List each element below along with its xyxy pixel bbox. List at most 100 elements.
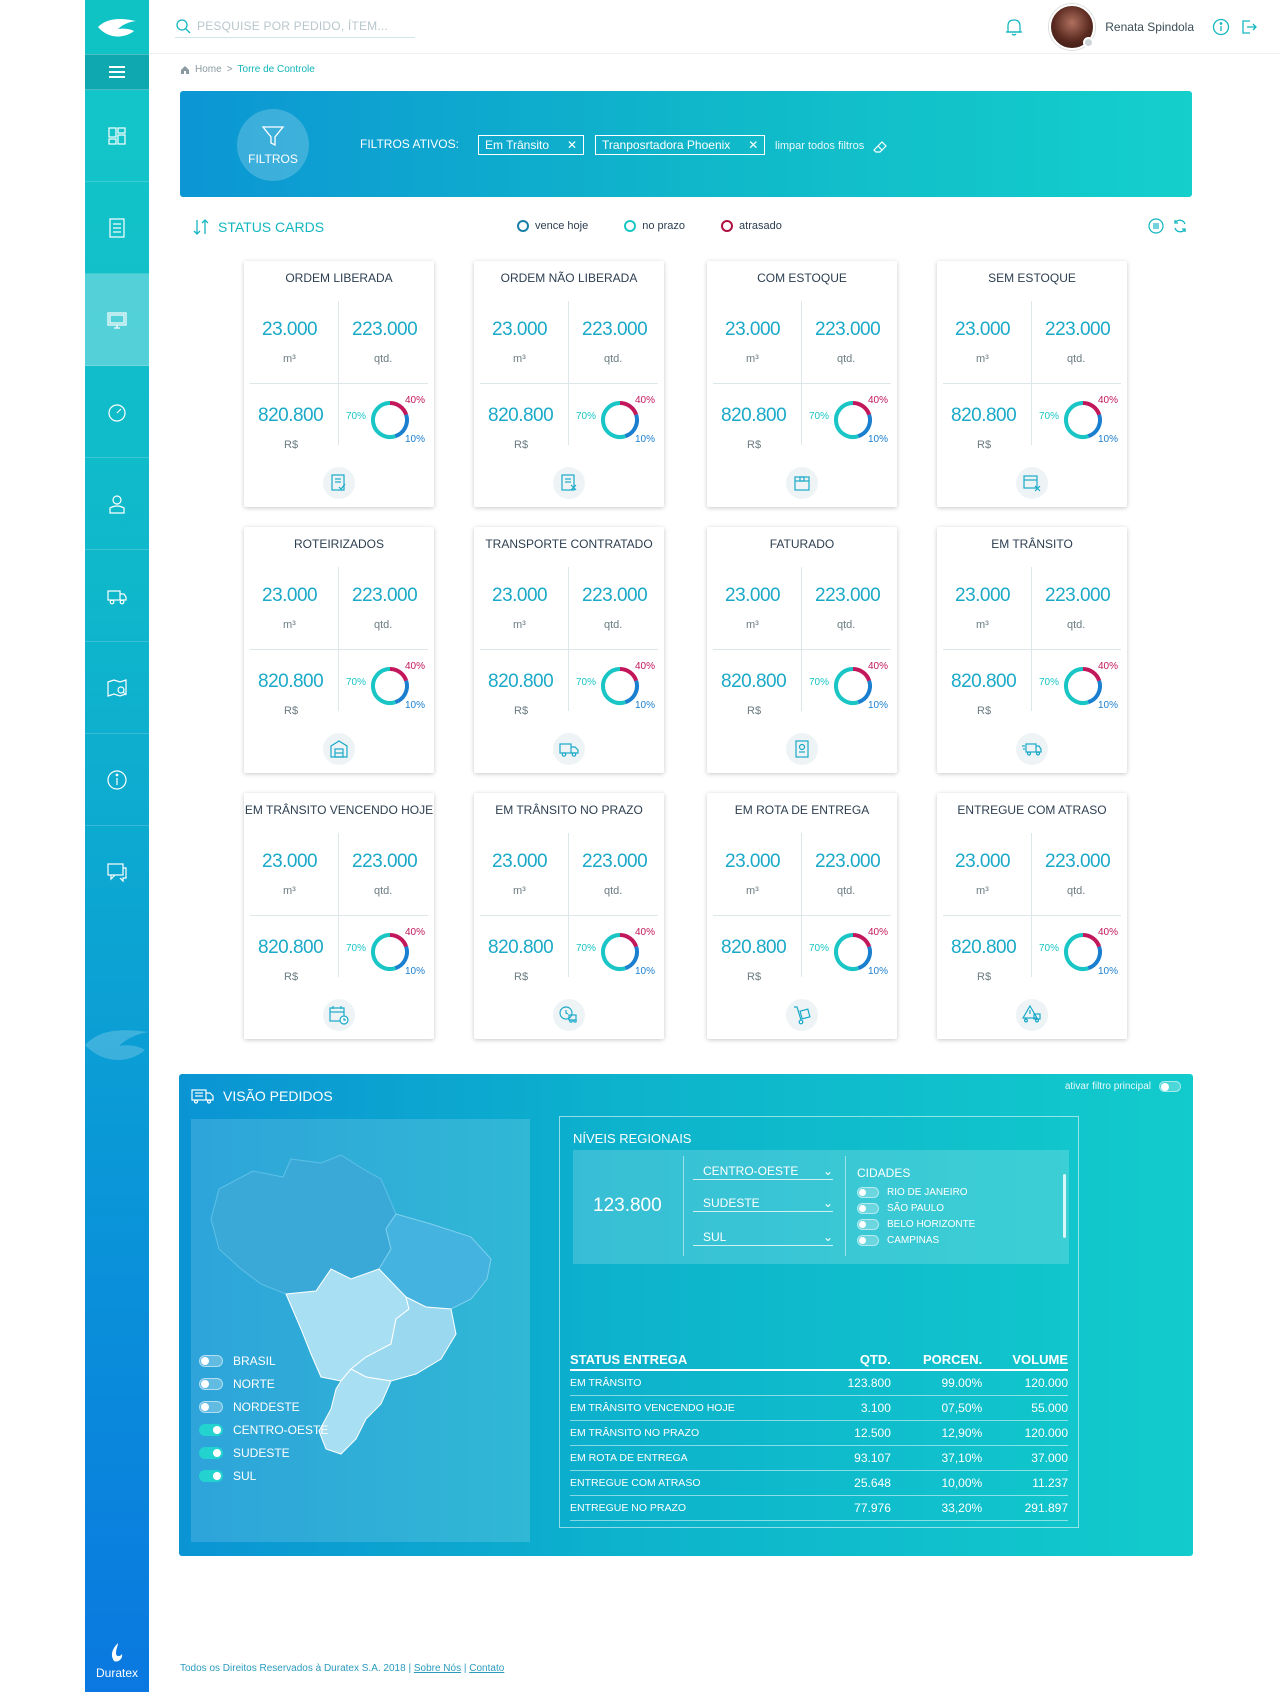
filter-chip[interactable]: Tranposrtadora Phoenix ✕: [595, 135, 766, 155]
city-toggle-row[interactable]: CAMPINAS: [857, 1232, 975, 1248]
toggle-switch[interactable]: [857, 1218, 879, 1230]
sidebar-item-map[interactable]: [85, 642, 149, 734]
table-cell: ENTREGUE COM ATRASO: [570, 1470, 824, 1496]
donut-segment-no-prazo: [1064, 667, 1089, 705]
filter-chip[interactable]: Em Trânsito ✕: [478, 135, 585, 155]
table-row[interactable]: EM TRÂNSITO NO PRAZO 12.500 12,90% 120.000: [570, 1420, 1068, 1446]
card-volume: 23.000: [955, 851, 1011, 872]
region-toggle-row[interactable]: SUL: [199, 1464, 328, 1487]
status-card[interactable]: FATURADO 23.000 m³ 223.000 qtd. 820.800 …: [707, 527, 897, 773]
pct-atrasado: 40%: [1098, 927, 1119, 938]
close-icon[interactable]: ✕: [567, 138, 578, 152]
refresh-icon[interactable]: [1172, 218, 1188, 234]
menu-toggle[interactable]: [85, 54, 149, 90]
table-cell: 123.800: [823, 1370, 891, 1396]
filters-button[interactable]: FILTROS: [237, 109, 309, 181]
table-row[interactable]: ENTREGUE NO PRAZO 77.976 33,20% 291.897: [570, 1495, 1068, 1521]
status-card[interactable]: TRANSPORTE CONTRATADO 23.000 m³ 223.000 …: [474, 527, 664, 773]
sidebar-item-users[interactable]: [85, 458, 149, 550]
city-toggle-row[interactable]: RIO DE JANEIRO: [857, 1184, 975, 1200]
legend-ring: [624, 220, 637, 232]
table-row[interactable]: EM TRÂNSITO VENCENDO HOJE 3.100 07,50% 55.0…: [570, 1395, 1068, 1421]
sidebar-item-control-tower[interactable]: [85, 274, 149, 366]
toggle-switch[interactable]: [199, 1400, 223, 1413]
sidebar-item-info[interactable]: [85, 734, 149, 826]
table-header[interactable]: QTD.: [823, 1352, 891, 1371]
status-card[interactable]: EM TRÂNSITO VENCENDO HOJE 23.000 m³ 223.…: [244, 793, 434, 1039]
status-card[interactable]: ENTREGUE COM ATRASO 23.000 m³ 223.000 qt…: [937, 793, 1127, 1039]
home-icon: [181, 65, 189, 74]
logo[interactable]: [85, 0, 149, 54]
divider: [480, 383, 658, 384]
region-toggle-row[interactable]: SUDESTE: [199, 1441, 328, 1464]
sidebar-item-orders[interactable]: [85, 182, 149, 274]
card-title: COM ESTOQUE: [757, 271, 847, 285]
avatar[interactable]: [1049, 4, 1096, 50]
region-toggle-row[interactable]: BRASIL: [199, 1349, 328, 1372]
status-card[interactable]: ROTEIRIZADOS 23.000 m³ 223.000 qtd. 820.…: [244, 527, 434, 773]
toggle-switch[interactable]: [199, 1423, 223, 1436]
close-icon[interactable]: ✕: [748, 138, 759, 152]
status-card[interactable]: ORDEM LIBERADA 23.000 m³ 223.000 qtd. 82…: [244, 261, 434, 507]
toggle-switch[interactable]: [199, 1469, 223, 1482]
toggle-switch[interactable]: [199, 1377, 223, 1390]
list-icon[interactable]: [1148, 218, 1164, 234]
region-toggle-row[interactable]: NORDESTE: [199, 1395, 328, 1418]
search-input[interactable]: PESQUISE POR PEDIDO, ÍTEM...: [175, 14, 415, 38]
breadcrumb-home[interactable]: Home: [195, 64, 222, 75]
scrollbar[interactable]: [1063, 1174, 1066, 1238]
divider: [568, 833, 569, 977]
city-toggle-row[interactable]: BELO HORIZONTE: [857, 1216, 975, 1232]
status-card[interactable]: SEM ESTOQUE 23.000 m³ 223.000 qtd. 820.8…: [937, 261, 1127, 507]
toggle-switch[interactable]: [199, 1354, 223, 1367]
table-cell: EM TRÂNSITO: [570, 1370, 824, 1396]
table-header[interactable]: VOLUME: [982, 1352, 1068, 1371]
sidebar-item-transport[interactable]: [85, 550, 149, 642]
clear-filters-button[interactable]: limpar todos filtros: [775, 138, 888, 154]
sidebar-item-dashboard[interactable]: [85, 90, 149, 182]
donut-segment-atrasado: [389, 401, 409, 416]
card-quantity: 223.000: [352, 585, 418, 606]
table-header[interactable]: PORCEN.: [890, 1352, 983, 1371]
main-filter-toggle[interactable]: ativar filtro principal: [1065, 1081, 1181, 1092]
toggle-switch[interactable]: [857, 1202, 879, 1214]
toggle-switch[interactable]: [857, 1234, 879, 1246]
status-card[interactable]: COM ESTOQUE 23.000 m³ 223.000 qtd. 820.8…: [707, 261, 897, 507]
region-select-value: SUDESTE: [703, 1195, 760, 1210]
donut-segment-atrasado: [852, 667, 872, 682]
divider: [480, 915, 658, 916]
toggle-switch[interactable]: [199, 1446, 223, 1459]
region-toggle-row[interactable]: CENTRO-OESTE: [199, 1418, 328, 1441]
status-card[interactable]: ORDEM NÃO LIBERADA 23.000 m³ 223.000 qtd…: [474, 261, 664, 507]
toggle-switch[interactable]: [857, 1186, 879, 1198]
region-select[interactable]: SUDESTE ⌄: [693, 1194, 833, 1212]
pct-vence-hoje: 10%: [1098, 966, 1119, 977]
table-row[interactable]: EM TRÂNSITO 123.800 99.00% 120.000: [570, 1370, 1068, 1396]
info-icon[interactable]: [1212, 18, 1230, 36]
sidebar-item-chat[interactable]: [85, 826, 149, 918]
region-select[interactable]: CENTRO-OESTE ⌄: [693, 1162, 833, 1180]
status-card[interactable]: EM TRÂNSITO NO PRAZO 23.000 m³ 223.000 q…: [474, 793, 664, 1039]
status-card[interactable]: EM TRÂNSITO 23.000 m³ 223.000 qtd. 820.8…: [937, 527, 1127, 773]
status-cards-tools: [1148, 218, 1188, 234]
card-volume: 23.000: [955, 319, 1011, 340]
status-card[interactable]: EM ROTA DE ENTREGA 23.000 m³ 223.000 qtd…: [707, 793, 897, 1039]
bird-watermark-icon: [85, 1030, 149, 1060]
about-link[interactable]: Sobre Nós: [413, 1663, 462, 1674]
sidebar-item-performance[interactable]: [85, 366, 149, 458]
table-row[interactable]: ENTREGUE COM ATRASO 25.648 10,00% 11.237: [570, 1470, 1068, 1496]
card-volume: 23.000: [955, 585, 1011, 606]
bell-icon[interactable]: [1005, 17, 1023, 37]
contact-link[interactable]: Contato: [469, 1663, 505, 1674]
table-row[interactable]: EM ROTA DE ENTREGA 93.107 37,10% 37.000: [570, 1445, 1068, 1471]
region-toggle-row[interactable]: NORTE: [199, 1372, 328, 1395]
status-cards-title-text: STATUS CARDS: [218, 219, 325, 235]
card-quantity: 223.000: [352, 319, 418, 340]
toggle-switch[interactable]: [1159, 1081, 1181, 1092]
sort-arrows-icon[interactable]: [192, 218, 210, 236]
logout-icon[interactable]: [1240, 18, 1258, 36]
table-header[interactable]: STATUS ENTREGA: [570, 1352, 824, 1371]
checklist-icon: [109, 217, 125, 238]
region-select[interactable]: SUL ⌄: [693, 1228, 833, 1246]
city-toggle-row[interactable]: SÃO PAULO: [857, 1200, 975, 1216]
